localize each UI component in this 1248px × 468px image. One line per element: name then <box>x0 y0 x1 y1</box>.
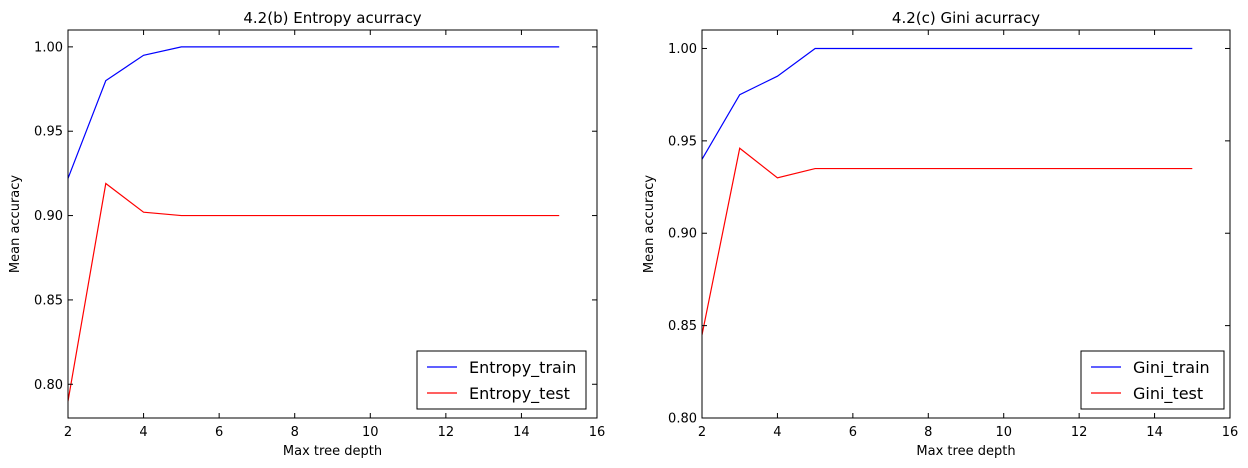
chart-2: 4.2(c) Gini acurracy 2 4 6 8 10 12 14 16 0.80 0.85… <box>642 9 1238 459</box>
y-tick-label: 0.95 <box>668 134 697 149</box>
legend-box <box>1080 350 1225 410</box>
legend-label: Gini_train <box>1133 358 1210 378</box>
x-axis-label: Max tree depth <box>283 444 382 459</box>
series-line-Entropy_test <box>68 182 560 402</box>
legend: Gini_train Gini_test <box>1080 350 1225 410</box>
series-line-Gini_test <box>702 147 1193 335</box>
y-axis-label: Mean accuracy <box>8 175 23 274</box>
x-tick-label: 12 <box>1071 425 1088 440</box>
x-tick-label: 14 <box>1146 425 1163 440</box>
y-tick-label: 0.95 <box>34 125 63 140</box>
x-tick-label: 8 <box>291 425 299 440</box>
x-tick-label: 8 <box>924 425 932 440</box>
chart-title: 4.2(b) Entropy acurracy <box>243 9 421 27</box>
chart-1: 4.2(b) Entropy acurracy 2 4 6 8 10 12 14 16 0.80 0… <box>8 9 605 459</box>
series-line-Gini_train <box>702 47 1193 160</box>
y-tick-label: 0.85 <box>34 293 63 308</box>
y-tick-label: 0.80 <box>668 412 697 427</box>
x-tick-label: 12 <box>438 425 455 440</box>
x-tick-label: 4 <box>773 425 781 440</box>
legend-box <box>416 350 587 410</box>
x-tick-label: 16 <box>589 425 606 440</box>
x-tick-label: 16 <box>1222 425 1239 440</box>
plot-frame <box>701 29 1231 419</box>
legend-label: Gini_test <box>1133 384 1203 404</box>
legend-label: Entropy_test <box>469 384 570 404</box>
x-tick-label: 6 <box>215 425 223 440</box>
y-tick-label: 0.80 <box>34 378 63 393</box>
x-tick-label: 10 <box>995 425 1012 440</box>
x-tick-label: 10 <box>362 425 379 440</box>
y-tick-label: 0.90 <box>668 227 697 242</box>
x-axis-label: Max tree depth <box>916 444 1015 459</box>
legend: Entropy_train Entropy_test <box>416 350 587 410</box>
x-tick-label: 6 <box>849 425 857 440</box>
y-axis-label: Mean accuracy <box>642 175 657 274</box>
y-tick-label: 1.00 <box>668 42 697 57</box>
x-tick-label: 4 <box>139 425 147 440</box>
plot-frame <box>67 29 598 419</box>
y-tick-label: 0.85 <box>668 319 697 334</box>
y-tick-label: 1.00 <box>34 40 63 55</box>
chart-title: 4.2(c) Gini acurracy <box>892 9 1040 27</box>
legend-label: Entropy_train <box>469 358 576 378</box>
series-line-Entropy_train <box>68 46 560 179</box>
y-tick-label: 0.90 <box>34 209 63 224</box>
x-tick-label: 2 <box>64 425 72 440</box>
x-tick-label: 14 <box>513 425 530 440</box>
x-tick-label: 2 <box>698 425 706 440</box>
